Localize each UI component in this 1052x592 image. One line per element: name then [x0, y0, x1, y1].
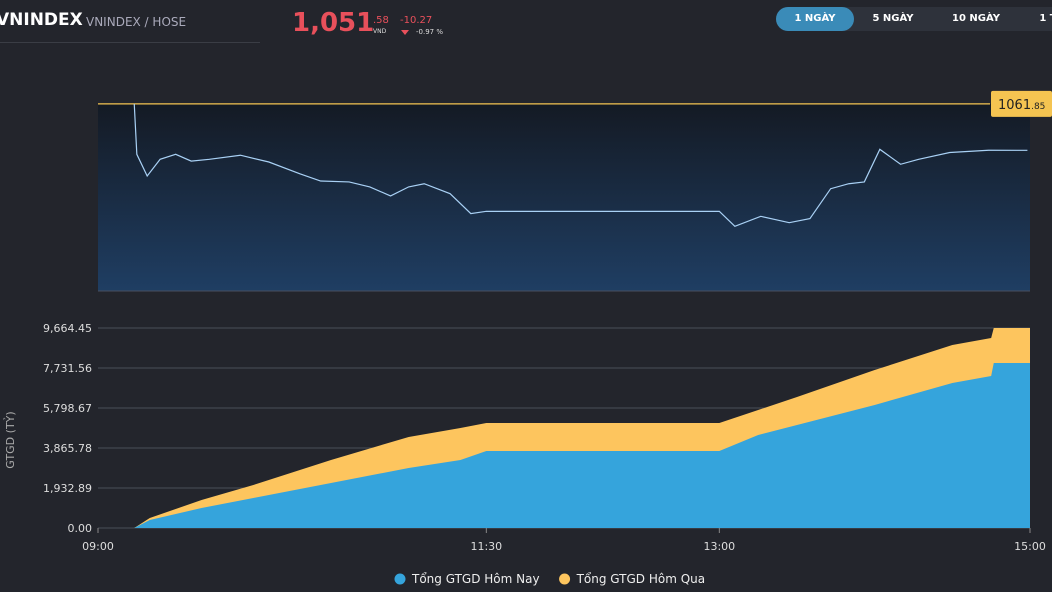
y-axis-label: GTGD (TỶ) — [3, 411, 17, 468]
price-plot-bg — [98, 104, 1030, 291]
x-tick-label: 09:00 — [82, 540, 114, 553]
y-tick-label: 3,865.78 — [43, 442, 92, 455]
reference-int: 1061 — [998, 98, 1031, 113]
unit: VND — [373, 28, 387, 35]
price: 1,051 — [292, 8, 375, 38]
header: VNINDEX VNINDEX / HOSE 1,051 .58 VND -10… — [0, 0, 1052, 44]
reference-tag — [991, 90, 1052, 117]
divider — [0, 42, 260, 43]
area — [98, 363, 1030, 528]
down-arrow — [401, 30, 409, 35]
tab[interactable]: 1 T — [1039, 13, 1052, 24]
exchange: VNINDEX / HOSE — [86, 15, 187, 29]
x-tick-label: 15:00 — [1014, 540, 1046, 553]
y-tick-label: 9,664.45 — [43, 322, 92, 335]
period-tabs: 1 NGÀY 5 NGÀY 10 NGÀY 1 T — [776, 7, 1052, 31]
reference-dec: .85 — [1031, 102, 1045, 112]
symbol: VNINDEX — [0, 10, 83, 30]
y-tick-label: 1,932.89 — [43, 482, 92, 495]
price-decimal: .58 — [373, 15, 389, 26]
tab[interactable]: 1 NGÀY — [776, 7, 854, 31]
legend-label: Tổng GTGD Hôm Qua — [576, 572, 706, 586]
tab[interactable]: 10 NGÀY — [952, 13, 1000, 24]
change: -10.27 — [400, 15, 433, 26]
y-tick-label: 5,798.67 — [43, 402, 92, 415]
y-tick-label: 7,731.56 — [43, 362, 92, 375]
legend-label: Tổng GTGD Hôm Nay — [411, 572, 540, 586]
y-tick-label: 0.00 — [68, 522, 93, 535]
price-line — [133, 103, 1028, 227]
legend-dot — [559, 573, 571, 585]
tab[interactable]: 5 NGÀY — [872, 13, 914, 24]
x-tick-label: 13:00 — [703, 540, 735, 553]
change-pct: -0.97 % — [416, 28, 443, 36]
x-tick-label: 11:30 — [470, 540, 502, 553]
legend-dot — [394, 573, 406, 585]
reference-label: 1061.85 — [998, 98, 1045, 113]
